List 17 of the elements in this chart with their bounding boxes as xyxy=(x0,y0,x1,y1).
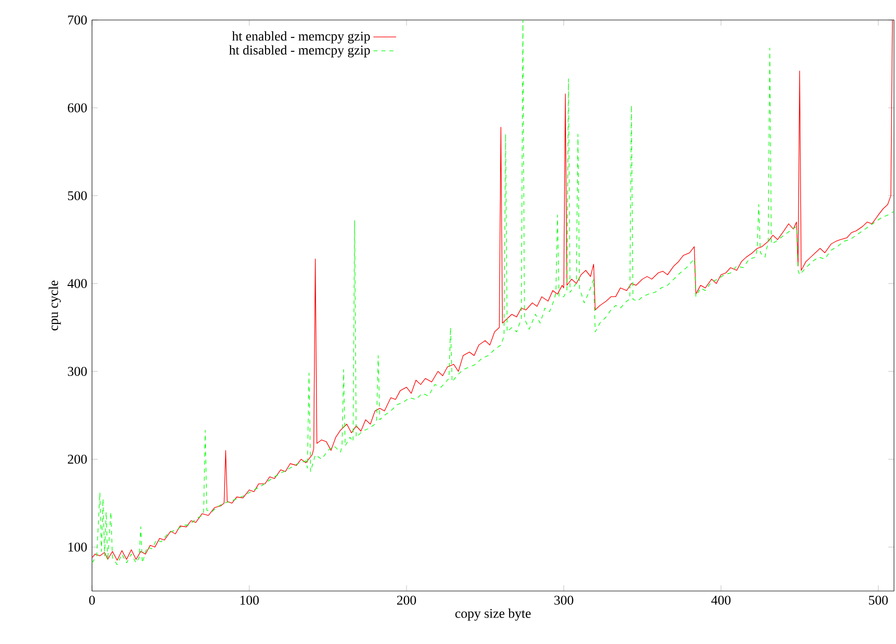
x-tick-label: 500 xyxy=(869,596,888,605)
x-tick-label: 400 xyxy=(711,596,731,605)
x-tick-label: 0 xyxy=(89,596,95,605)
legend-label: ht disabled - memcpy gzip xyxy=(229,45,370,58)
x-tick-label: 300 xyxy=(554,596,574,605)
y-tick-label: 500 xyxy=(68,191,87,200)
y-tick-label: 700 xyxy=(68,16,87,24)
x-axis-title: copy size byte xyxy=(455,608,531,621)
x-tick-label: 100 xyxy=(240,596,259,605)
y-tick-label: 200 xyxy=(68,454,87,464)
y-tick-label: 300 xyxy=(68,366,87,376)
y-tick-label: 400 xyxy=(68,279,87,288)
y-tick-label: 100 xyxy=(68,542,87,552)
legend-label: ht enabled - memcpy gzip xyxy=(232,31,370,44)
y-axis-title: cpu cycle xyxy=(48,280,61,330)
x-tick-label: 200 xyxy=(397,596,416,605)
y-tick-label: 600 xyxy=(68,103,87,112)
